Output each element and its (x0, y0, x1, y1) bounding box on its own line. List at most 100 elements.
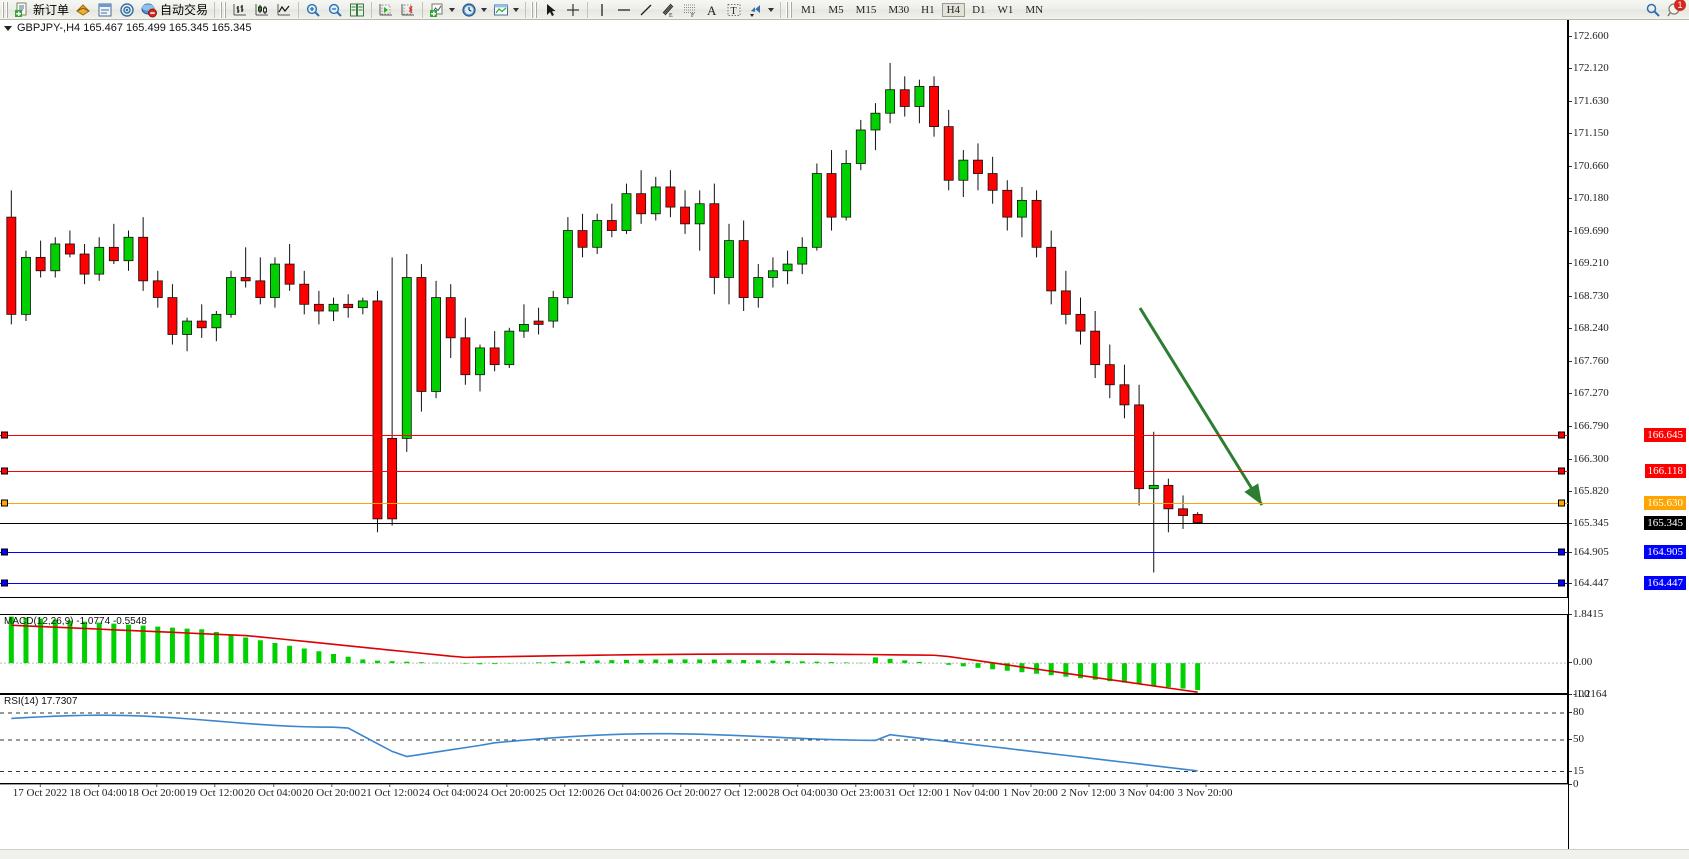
text-label-button[interactable]: A (701, 1, 723, 19)
auto-trading-button[interactable]: 自动交易 (138, 1, 211, 19)
trendline-button[interactable] (635, 1, 657, 19)
chevron-down-icon[interactable] (481, 7, 488, 12)
time-axis[interactable]: 17 Oct 2022 18 Oct 04:00 18 Oct 20:00 19 Oc… (0, 784, 1568, 859)
time-tick-label: 18 Oct 04:00 (69, 784, 127, 799)
time-tick-label: 20 Oct 04:00 (244, 784, 302, 799)
time-tick-label: 30 Oct 23:00 (826, 784, 885, 799)
toolbar-separator-3 (371, 1, 373, 18)
horizontal-line-button[interactable] (613, 1, 635, 19)
timeframe-group: M1 M5 M15 M30 H1 H4 D1 W1 MN (795, 2, 1049, 17)
price-tick: 171.150 (1569, 127, 1609, 140)
time-tick-label: 3 Nov 20:00 (1177, 784, 1233, 799)
time-tick-label: 19 Oct 12:00 (186, 784, 244, 799)
time-tick-label: 18 Oct 20:00 (127, 784, 186, 799)
macd-tick: 0.00 (1568, 656, 1593, 669)
time-tick-label: 27 Oct 12:00 (710, 784, 768, 799)
timeframe-h4[interactable]: H4 (941, 2, 966, 17)
alerts-icon[interactable]: 1 (1667, 0, 1686, 18)
timeframe-w1[interactable]: W1 (997, 3, 1014, 16)
auto-scroll-button[interactable] (397, 1, 419, 19)
equidistant-channel-button[interactable]: E (657, 1, 679, 19)
templates-button[interactable] (490, 1, 522, 19)
macd-series (0, 616, 1567, 693)
price-tick: 166.790 (1569, 419, 1609, 432)
symbol-header[interactable]: GBPJPY-,H4 165.467 165.499 165.345 165.3… (0, 20, 251, 36)
timeframe-mn[interactable]: MN (1025, 3, 1044, 16)
auto-trading-icon (141, 2, 158, 18)
timeframe-d1[interactable]: D1 (972, 3, 986, 16)
chevron-down-icon[interactable] (768, 7, 775, 12)
chart-shift-button[interactable] (375, 1, 397, 19)
rsi-label: RSI(14) 17.7307 (4, 696, 78, 707)
chevron-down-icon[interactable] (449, 7, 456, 12)
toolbar-grip-4[interactable] (786, 1, 794, 18)
period-icon (461, 2, 477, 18)
price-tick: 172.600 (1569, 30, 1609, 43)
timeframe-m15[interactable]: M15 (855, 3, 877, 16)
time-tick-label: 2 Nov 12:00 (1061, 784, 1116, 799)
toolbar-separator-5 (525, 1, 527, 18)
timeframe-m5[interactable]: M5 (828, 3, 844, 16)
new-order-button[interactable]: 新订单 (11, 1, 72, 19)
line-chart-button[interactable] (273, 1, 295, 19)
price-tick: 170.660 (1569, 160, 1609, 173)
rsi-tick: 0 (1569, 778, 1579, 790)
bar-chart-button[interactable] (229, 1, 251, 19)
toolbar-separator-6 (587, 1, 589, 18)
price-tick: 168.240 (1569, 322, 1609, 335)
toolbar-separator-7 (780, 1, 782, 18)
tile-windows-icon (349, 2, 365, 18)
new-order-label: 新订单 (33, 3, 70, 17)
vertical-line-button[interactable] (591, 1, 613, 19)
signals-button[interactable] (116, 1, 138, 19)
zoom-in-icon (305, 2, 321, 18)
toolbar-grip-3[interactable] (531, 1, 539, 18)
chevron-down-icon[interactable] (513, 7, 520, 12)
crosshair-button[interactable] (562, 1, 584, 19)
toolbar-grip-2[interactable] (220, 1, 228, 18)
time-tick-label: 26 Oct 20:00 (652, 784, 710, 799)
price-tick: 171.630 (1569, 95, 1609, 108)
price-tick: 169.690 (1569, 225, 1609, 238)
fibonacci-button[interactable]: F (679, 1, 701, 19)
cursor-icon (543, 2, 559, 18)
tile-windows-button[interactable] (346, 1, 368, 19)
timeframe-m1[interactable]: M1 (801, 3, 817, 16)
chart-canvas[interactable]: MACD(12,26,9) -1.0774 -0.5548 RSI(14) 17… (0, 20, 1689, 859)
search-icon[interactable] (1645, 2, 1661, 18)
zoom-out-button[interactable] (324, 1, 346, 19)
data-window-icon (97, 2, 113, 18)
zoom-in-button[interactable] (302, 1, 324, 19)
toolbar-grip[interactable] (2, 1, 9, 18)
time-tick-label: 1 Nov 20:00 (1002, 784, 1058, 799)
macd-pane[interactable]: MACD(12,26,9) -1.0774 -0.5548 (0, 614, 1568, 694)
rsi-pane[interactable]: RSI(14) 17.7307 (0, 694, 1568, 784)
price-tick: 165.345 (1569, 516, 1609, 529)
horizontal-line-icon (616, 2, 632, 18)
expert-advisors-button[interactable] (72, 1, 94, 19)
data-window-button[interactable] (94, 1, 116, 19)
main-toolbar: 新订单 (0, 0, 1689, 20)
zoom-out-icon (327, 2, 343, 18)
chevron-down-icon[interactable] (4, 25, 12, 31)
line-chart-icon (276, 2, 292, 18)
time-tick-label: 26 Oct 04:00 (593, 784, 652, 799)
macd-signal-line (11, 624, 1198, 693)
candlestick-chart-button[interactable] (251, 1, 273, 19)
equidistant-channel-icon: E (660, 2, 676, 19)
arrows-button[interactable] (745, 1, 777, 19)
cursor-button[interactable] (540, 1, 562, 19)
timeframe-m30[interactable]: M30 (888, 3, 910, 16)
time-tick-label: 28 Oct 04:00 (768, 784, 826, 799)
time-tick-label: 20 Oct 20:00 (302, 784, 360, 799)
rsi-tick: 15 (1569, 764, 1584, 777)
add-indicator-icon (429, 2, 445, 18)
period-button[interactable] (458, 1, 490, 19)
add-indicator-button[interactable] (426, 1, 458, 19)
timeframe-h1[interactable]: H1 (921, 3, 935, 16)
price-axis[interactable]: 172.600 172.120 171.630 171.150 170.660 170.1… (1568, 20, 1689, 859)
rsi-series (0, 712, 1567, 772)
svg-text:F: F (691, 13, 695, 18)
price-pane[interactable] (0, 20, 1568, 598)
text-box-button[interactable]: T (723, 1, 745, 19)
